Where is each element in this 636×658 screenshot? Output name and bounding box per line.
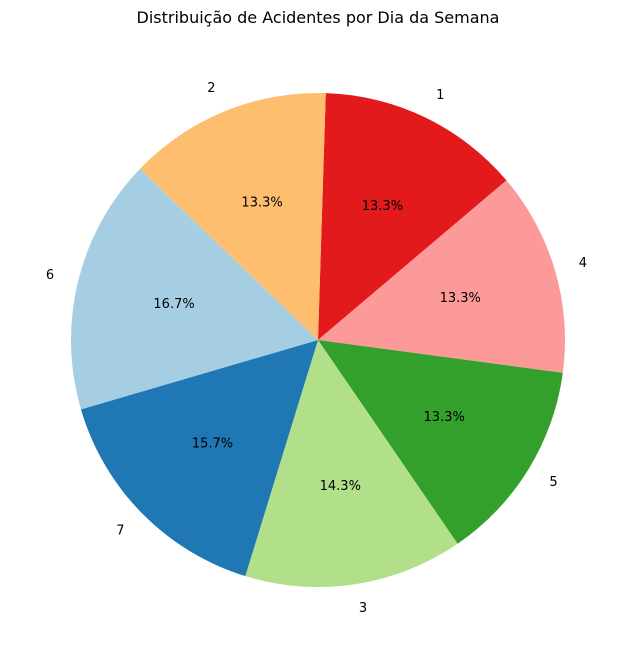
pie-pct-label-4: 13.3% [440, 291, 481, 306]
pie-pct-label-2: 13.3% [241, 195, 282, 210]
pie-slice-1 [318, 93, 507, 340]
pie-category-label-1: 1 [436, 88, 444, 103]
pie-slice-5 [318, 340, 563, 544]
pie-pct-label-5: 13.3% [424, 410, 465, 425]
pie-slice-3 [245, 340, 458, 588]
pie-pct-label-6: 16.7% [153, 297, 194, 312]
pie-category-label-6: 6 [46, 268, 54, 283]
pie-pct-label-3: 14.3% [320, 479, 361, 494]
pie-category-label-2: 2 [207, 81, 215, 96]
pie-slice-4 [318, 180, 565, 373]
pie-category-label-4: 4 [579, 256, 587, 271]
pie-pct-label-1: 13.3% [362, 199, 403, 214]
pie-category-label-3: 3 [359, 601, 367, 616]
pie-category-label-7: 7 [116, 523, 124, 538]
pie-slice-7 [80, 340, 319, 577]
pie-slices [71, 93, 565, 588]
pie-pct-label-7: 15.7% [192, 437, 233, 452]
pie-labels: 13.3% 1 13.3% 4 13.3% 5 14.3% 3 15.7% 7 16.7% 6 13.3… [46, 81, 587, 616]
pie-slice-2 [139, 93, 326, 340]
chart-title: Distribuição de Acidentes por Dia da Sem… [137, 8, 500, 27]
pie-slice-6 [71, 168, 318, 410]
pie-category-label-5: 5 [549, 475, 557, 490]
